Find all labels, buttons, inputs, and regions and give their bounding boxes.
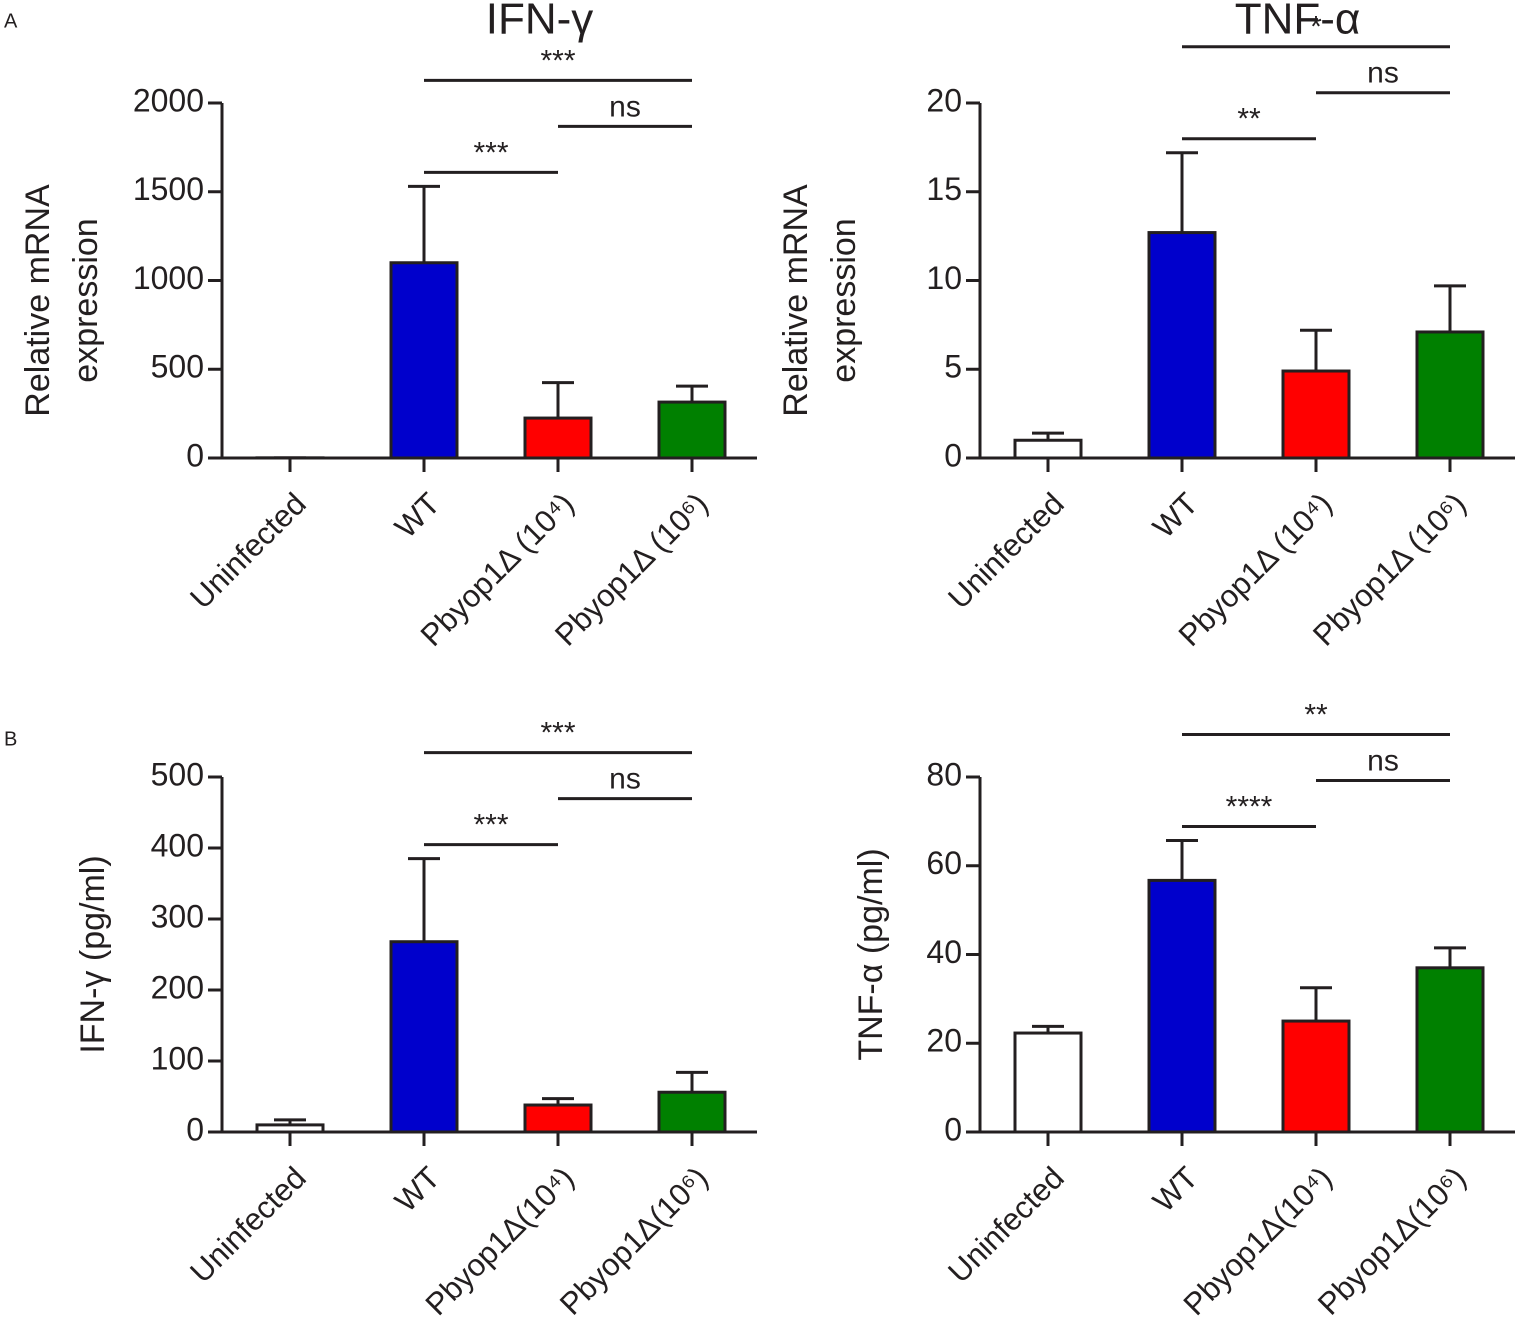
- error-bar: [1166, 838, 1198, 881]
- x-tick-label: WT: [1146, 486, 1205, 545]
- error-bar: [676, 1070, 708, 1093]
- y-tick-label: 0: [186, 1111, 204, 1147]
- bar: [1013, 438, 1083, 460]
- y-axis-label: expression: [825, 218, 863, 382]
- x-tick-label: Uninfected: [941, 486, 1071, 616]
- y-tick-label: 200: [151, 969, 204, 1005]
- significance-label: ***: [540, 44, 575, 77]
- y-tick-label: 40: [926, 934, 962, 970]
- y-axis-label: Relative mRNA: [777, 184, 815, 417]
- significance-label: ***: [473, 136, 508, 169]
- y-tick-label: 0: [944, 437, 962, 473]
- error-bar: [1032, 431, 1064, 441]
- bar: [1281, 369, 1351, 460]
- x-tick-label: WT: [388, 1160, 447, 1219]
- error-bar: [1300, 986, 1332, 1022]
- bar: [1415, 966, 1485, 1134]
- bar: [657, 400, 727, 460]
- y-tick-label: 60: [926, 845, 962, 881]
- y-tick-label: 0: [186, 437, 204, 473]
- y-tick-label: 500: [151, 756, 204, 792]
- y-tick-label: 5: [944, 349, 962, 385]
- x-tick-label: Uninfected: [183, 486, 313, 616]
- y-tick-label: 500: [151, 349, 204, 385]
- y-axis-label: IFN-γ (pg/ml): [74, 855, 112, 1053]
- significance-label: ****: [1226, 790, 1273, 823]
- bar: [1281, 1019, 1351, 1134]
- y-tick-label: 20: [926, 82, 962, 118]
- y-tick-label: 100: [151, 1040, 204, 1076]
- bar: [1013, 1031, 1083, 1134]
- error-bar: [542, 381, 574, 419]
- y-tick-label: 0: [944, 1111, 962, 1147]
- bar: [1147, 878, 1217, 1134]
- x-tick-label: WT: [1146, 1160, 1205, 1219]
- bar: [657, 1090, 727, 1134]
- error-bar: [1434, 946, 1466, 968]
- significance-label: ns: [609, 90, 641, 123]
- significance-label: ***: [540, 717, 575, 750]
- bar: [1147, 231, 1217, 460]
- panel-label: A: [4, 10, 18, 32]
- y-axis-label: Relative mRNA: [19, 184, 57, 417]
- bar: [389, 261, 459, 460]
- error-bar: [1032, 1024, 1064, 1034]
- y-axis-label: TNF-α (pg/ml): [852, 848, 890, 1060]
- significance-label: **: [1237, 103, 1261, 136]
- y-tick-label: 1000: [133, 260, 204, 296]
- chart-title: IFN-γ: [486, 0, 594, 44]
- bar: [523, 416, 593, 460]
- chart-title: TNF-α: [1235, 0, 1361, 44]
- x-tick-label: Uninfected: [183, 1160, 313, 1290]
- y-tick-label: 10: [926, 260, 962, 296]
- error-bar: [1434, 284, 1466, 332]
- significance-label: ns: [1367, 744, 1399, 777]
- x-tick-label: Uninfected: [941, 1160, 1071, 1290]
- y-tick-label: 2000: [133, 82, 204, 118]
- significance-label: **: [1304, 698, 1328, 731]
- x-tick-label: WT: [388, 486, 447, 545]
- error-bar: [676, 384, 708, 403]
- y-axis-label: expression: [67, 218, 105, 382]
- error-bar: [542, 1097, 574, 1106]
- bar: [1415, 330, 1485, 460]
- y-tick-label: 400: [151, 827, 204, 863]
- y-tick-label: 80: [926, 756, 962, 792]
- error-bar: [408, 184, 440, 263]
- bar: [523, 1103, 593, 1134]
- error-bar: [1300, 328, 1332, 372]
- error-bar: [1166, 151, 1198, 233]
- significance-label: ns: [609, 763, 641, 796]
- significance-label: ***: [473, 809, 508, 842]
- panel-label: B: [4, 728, 17, 750]
- y-tick-label: 1500: [133, 171, 204, 207]
- bar: [389, 940, 459, 1134]
- error-bar: [408, 857, 440, 942]
- y-tick-label: 300: [151, 898, 204, 934]
- significance-label: ns: [1367, 57, 1399, 90]
- significance-label: *: [1310, 11, 1322, 44]
- error-bar: [274, 1118, 306, 1125]
- y-tick-label: 20: [926, 1023, 962, 1059]
- y-tick-label: 15: [926, 171, 962, 207]
